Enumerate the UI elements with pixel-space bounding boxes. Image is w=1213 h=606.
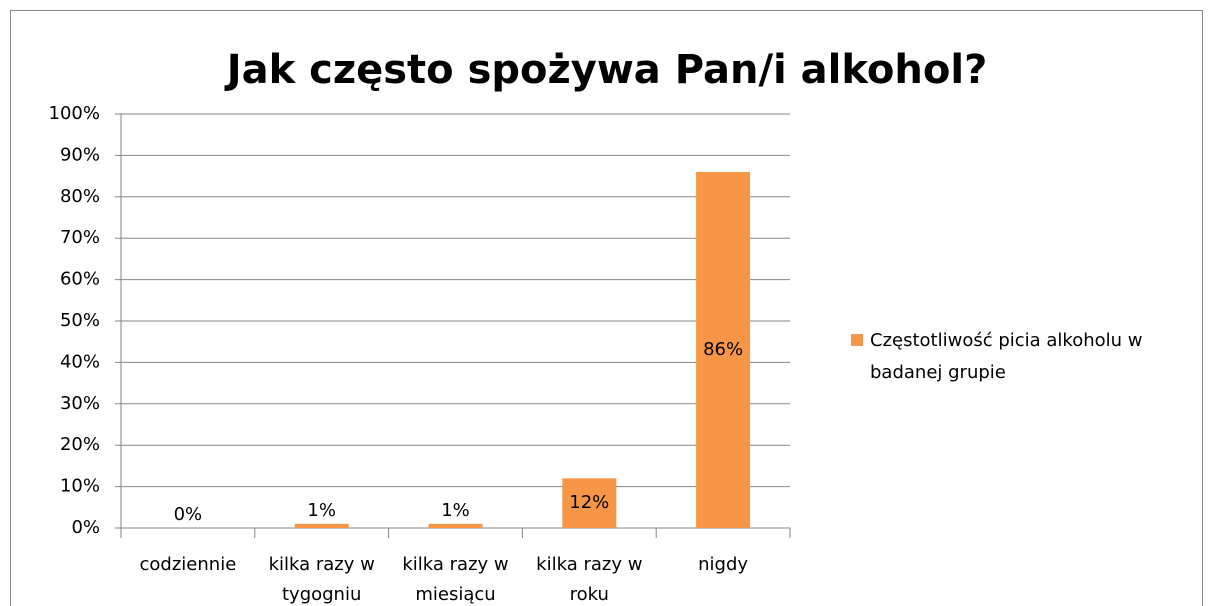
x-tick-label: kilka razy w roku bbox=[536, 554, 643, 605]
y-tick-label: 60% bbox=[60, 269, 100, 290]
chart-title: Jak często spożywa Pan/i alkohol? bbox=[224, 47, 988, 93]
y-tick-label: 90% bbox=[60, 144, 100, 165]
y-tick-label: 40% bbox=[60, 351, 100, 372]
legend-label: Częstotliwość picia alkoholu w badanej g… bbox=[870, 330, 1143, 383]
bar bbox=[562, 478, 617, 528]
data-label: 1% bbox=[441, 500, 470, 521]
y-tick-label: 70% bbox=[60, 227, 100, 248]
y-tick-label: 0% bbox=[71, 517, 100, 538]
y-tick-label: 20% bbox=[60, 434, 100, 455]
data-label: 86% bbox=[703, 339, 743, 360]
data-label: 1% bbox=[307, 500, 336, 521]
x-tick-label: kilka razy w tygogniu bbox=[268, 554, 375, 605]
bar bbox=[428, 523, 483, 528]
y-tick-label: 30% bbox=[60, 393, 100, 414]
y-tick-label: 50% bbox=[60, 310, 100, 331]
legend-swatch bbox=[851, 334, 863, 346]
data-label: 12% bbox=[569, 492, 609, 513]
y-tick-label: 100% bbox=[49, 103, 100, 124]
x-tick-label: kilka razy w miesiącu bbox=[402, 554, 509, 605]
bar bbox=[294, 523, 349, 528]
x-tick-label: codziennie bbox=[139, 554, 237, 575]
bar bbox=[696, 171, 751, 528]
data-label: 0% bbox=[174, 504, 203, 525]
x-tick-label: nigdy bbox=[698, 554, 749, 575]
y-tick-label: 10% bbox=[60, 476, 100, 497]
y-tick-label: 80% bbox=[60, 186, 100, 207]
